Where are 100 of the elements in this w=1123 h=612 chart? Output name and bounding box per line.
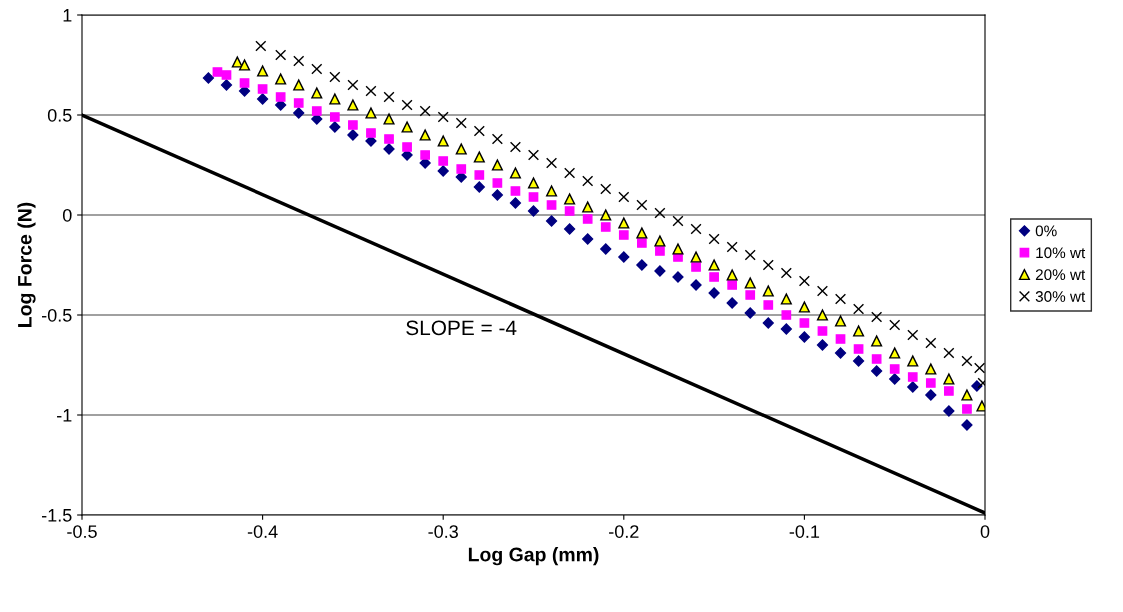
point [564,223,576,235]
point [419,105,431,117]
point [962,404,972,414]
point [762,317,774,329]
point [726,241,738,253]
point [600,222,611,232]
point [366,128,376,138]
point [257,84,268,94]
point [438,156,449,166]
point [618,230,629,240]
point [231,56,243,68]
point [329,121,341,133]
point [780,267,792,279]
point [961,389,973,401]
point [636,238,647,248]
point [853,344,864,354]
point [564,193,576,205]
point [763,300,774,310]
point [944,386,954,396]
point [509,197,522,209]
point [582,233,594,245]
point [816,339,829,351]
point [672,215,684,227]
point [871,335,883,347]
y-axis-title: Log Force (N) [17,202,36,327]
x-tick-label: -0.3 [428,525,458,538]
point [311,63,323,75]
point [527,205,540,217]
point [871,365,883,377]
point [509,167,521,179]
point [690,223,702,235]
point [853,303,865,315]
point [545,215,558,227]
point [780,293,792,305]
point [275,92,286,102]
point [600,183,612,195]
point [600,209,612,221]
point [943,347,955,359]
y-tick-label: 1 [63,9,72,22]
point [636,199,648,211]
point [491,133,503,145]
y-tick-label: 0 [62,208,72,222]
point [726,269,738,281]
point [275,49,287,61]
point [437,111,449,123]
point [907,355,919,367]
point [690,251,702,263]
point [852,355,865,367]
point [510,186,521,196]
point [329,71,341,83]
point [781,310,792,320]
point [744,307,756,319]
legend-label: 10% wt [1036,247,1086,259]
point [384,134,394,144]
point [925,337,937,349]
point [727,280,738,290]
point [974,362,985,374]
point [546,185,558,197]
point [925,389,937,401]
point [799,318,810,328]
point [527,177,540,189]
point [636,259,648,271]
point [907,372,918,382]
point [816,285,829,297]
legend-label: 0% [1035,225,1057,237]
point [311,106,322,116]
point [239,78,250,88]
point [455,143,467,155]
point [527,149,540,161]
point [293,98,304,108]
point [943,405,955,417]
point [401,121,413,133]
point [745,290,756,300]
y-tick-label: -0.5 [41,308,72,322]
point [835,334,846,344]
x-tick-label: -0.2 [609,525,639,538]
point [907,381,919,393]
point [329,93,341,105]
point [672,243,684,255]
point [618,191,630,203]
point [582,175,594,187]
point [293,55,305,67]
point [925,378,936,388]
legend-label: 20% wt [1035,269,1086,281]
point [293,107,305,119]
point [383,113,395,125]
point [943,373,955,385]
point [780,323,792,335]
point [455,117,467,129]
point [744,277,756,289]
point [546,157,558,169]
point [402,142,412,152]
point [329,112,340,122]
point [709,272,719,282]
point [798,331,811,343]
point [564,167,576,179]
point [202,72,215,84]
point [456,164,467,174]
point [834,347,847,359]
point [528,192,539,202]
